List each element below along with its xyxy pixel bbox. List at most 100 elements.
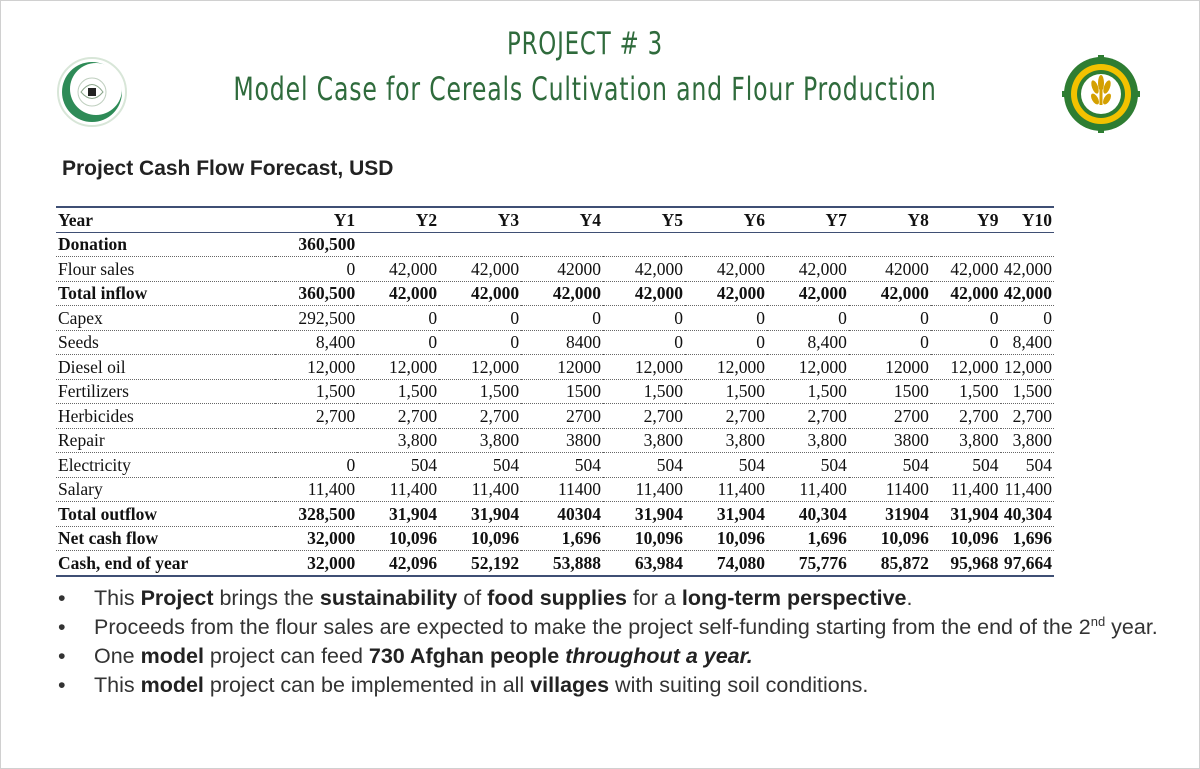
value-cell: [766, 232, 849, 257]
value-cell: 31904: [848, 501, 931, 527]
table-row: Fertilizers 1,500 1,500 1,500 1500 1,500 1,500…: [56, 379, 1054, 404]
value-cell: 11,400: [1000, 477, 1054, 502]
table-row: Total inflow 360,500 42,000 42,000 42,000 42,…: [56, 281, 1054, 306]
value-cell: 32,000: [275, 526, 358, 551]
value-cell: 31,904: [357, 501, 440, 527]
bullet-text: This: [94, 673, 141, 697]
table-row: Electricity 0 504 504 504 504 504 504 504 504 504: [56, 452, 1054, 478]
value-cell: 11,400: [275, 477, 358, 502]
value-cell: 31,904: [603, 501, 685, 527]
bullet-text: year.: [1105, 615, 1158, 639]
value-cell: 53,888: [521, 550, 604, 577]
value-cell: 3800: [521, 428, 604, 453]
value-cell: 504: [439, 452, 522, 478]
value-cell: 1,696: [1000, 526, 1054, 551]
value-cell: 11,400: [439, 477, 522, 502]
row-label-cell: Electricity: [56, 452, 276, 478]
value-cell: 2,700: [930, 403, 1001, 429]
value-cell: 1,696: [766, 526, 849, 551]
value-cell: 42,000: [930, 281, 1001, 306]
value-cell: [603, 232, 685, 257]
value-cell: 42,000: [603, 256, 685, 282]
value-cell: 12,000: [1000, 354, 1054, 380]
bullet-strong: model: [140, 644, 204, 668]
value-cell: 0: [357, 330, 440, 355]
value-cell: 1,500: [930, 379, 1001, 404]
value-cell: 10,096: [930, 526, 1001, 551]
wheat-emblem-icon: [1062, 55, 1140, 133]
value-cell: 0: [275, 452, 358, 478]
value-cell: [521, 232, 604, 257]
value-cell: 12,000: [357, 354, 440, 380]
value-cell: 1,696: [521, 526, 604, 551]
bullet-item: This model project can be implemented in…: [58, 671, 1168, 699]
value-cell: 0: [521, 305, 604, 331]
bullet-item: Proceeds from the flour sales are expect…: [58, 613, 1168, 641]
value-cell: 2700: [848, 403, 931, 429]
value-cell: 1,500: [685, 379, 767, 404]
value-cell: 1,500: [603, 379, 685, 404]
header-year-cell: Y8: [848, 207, 931, 233]
row-label-cell: Net cash flow: [56, 526, 276, 551]
bullet-text: with suiting soil conditions.: [609, 673, 869, 697]
value-cell: 11400: [521, 477, 604, 502]
value-cell: 1,500: [766, 379, 849, 404]
value-cell: 42,000: [357, 256, 440, 282]
value-cell: 2,700: [685, 403, 767, 429]
value-cell: 63,984: [603, 550, 685, 577]
value-cell: 40,304: [766, 501, 849, 527]
value-cell: 12000: [521, 354, 604, 380]
table-row: Total outflow 328,500 31,904 31,904 40304 31,…: [56, 501, 1054, 527]
value-cell: 504: [766, 452, 849, 478]
header-year-cell: Y3: [439, 207, 522, 233]
value-cell: 0: [930, 305, 1001, 331]
value-cell: 1,500: [439, 379, 522, 404]
value-cell: [439, 232, 522, 257]
value-cell: 12,000: [603, 354, 685, 380]
value-cell: 10,096: [603, 526, 685, 551]
value-cell: [848, 232, 931, 257]
header-label-cell: Year: [56, 207, 276, 233]
value-cell: 10,096: [357, 526, 440, 551]
value-cell: 32,000: [275, 550, 358, 577]
bullet-text: brings the: [213, 586, 320, 610]
bullet-text: of: [457, 586, 488, 610]
value-cell: 504: [930, 452, 1001, 478]
bullet-strong: food supplies: [487, 586, 627, 610]
bullet-strong: model: [140, 673, 204, 697]
header-year-cell: Y2: [357, 207, 440, 233]
bullet-strong-italic: throughout a year.: [565, 644, 753, 668]
value-cell: 10,096: [848, 526, 931, 551]
row-label-cell: Seeds: [56, 330, 276, 355]
value-cell: 1,500: [1000, 379, 1054, 404]
value-cell: 0: [603, 305, 685, 331]
value-cell: 11,400: [930, 477, 1001, 502]
value-cell: 42,000: [930, 256, 1001, 282]
value-cell: 42,000: [766, 281, 849, 306]
value-cell: 52,192: [439, 550, 522, 577]
cash-flow-table: Year Y1 Y2 Y3 Y4 Y5 Y6 Y7 Y8 Y9 Y10 Donation 360,500…: [56, 206, 1054, 577]
table-row: Capex 292,500 0 0 0 0 0 0 0 0 0: [56, 305, 1054, 331]
bullet-text: This: [94, 586, 141, 610]
value-cell: 504: [603, 452, 685, 478]
value-cell: 2700: [521, 403, 604, 429]
value-cell: 12000: [848, 354, 931, 380]
bullet-text: for a: [626, 586, 682, 610]
value-cell: 504: [848, 452, 931, 478]
value-cell: 42,000: [521, 281, 604, 306]
value-cell: [357, 232, 440, 257]
header-year-cell: Y10: [1000, 207, 1054, 233]
value-cell: 8,400: [1000, 330, 1054, 355]
row-label-cell: Herbicides: [56, 403, 276, 429]
value-cell: 8400: [521, 330, 604, 355]
value-cell: 2,700: [766, 403, 849, 429]
value-cell: 0: [766, 305, 849, 331]
value-cell: 0: [275, 256, 358, 282]
value-cell: 42,000: [685, 281, 767, 306]
value-cell: 10,096: [685, 526, 767, 551]
value-cell: 42,000: [766, 256, 849, 282]
value-cell: 0: [848, 330, 931, 355]
value-cell: [930, 232, 1001, 257]
value-cell: 85,872: [848, 550, 931, 577]
value-cell: 42,000: [1000, 256, 1054, 282]
